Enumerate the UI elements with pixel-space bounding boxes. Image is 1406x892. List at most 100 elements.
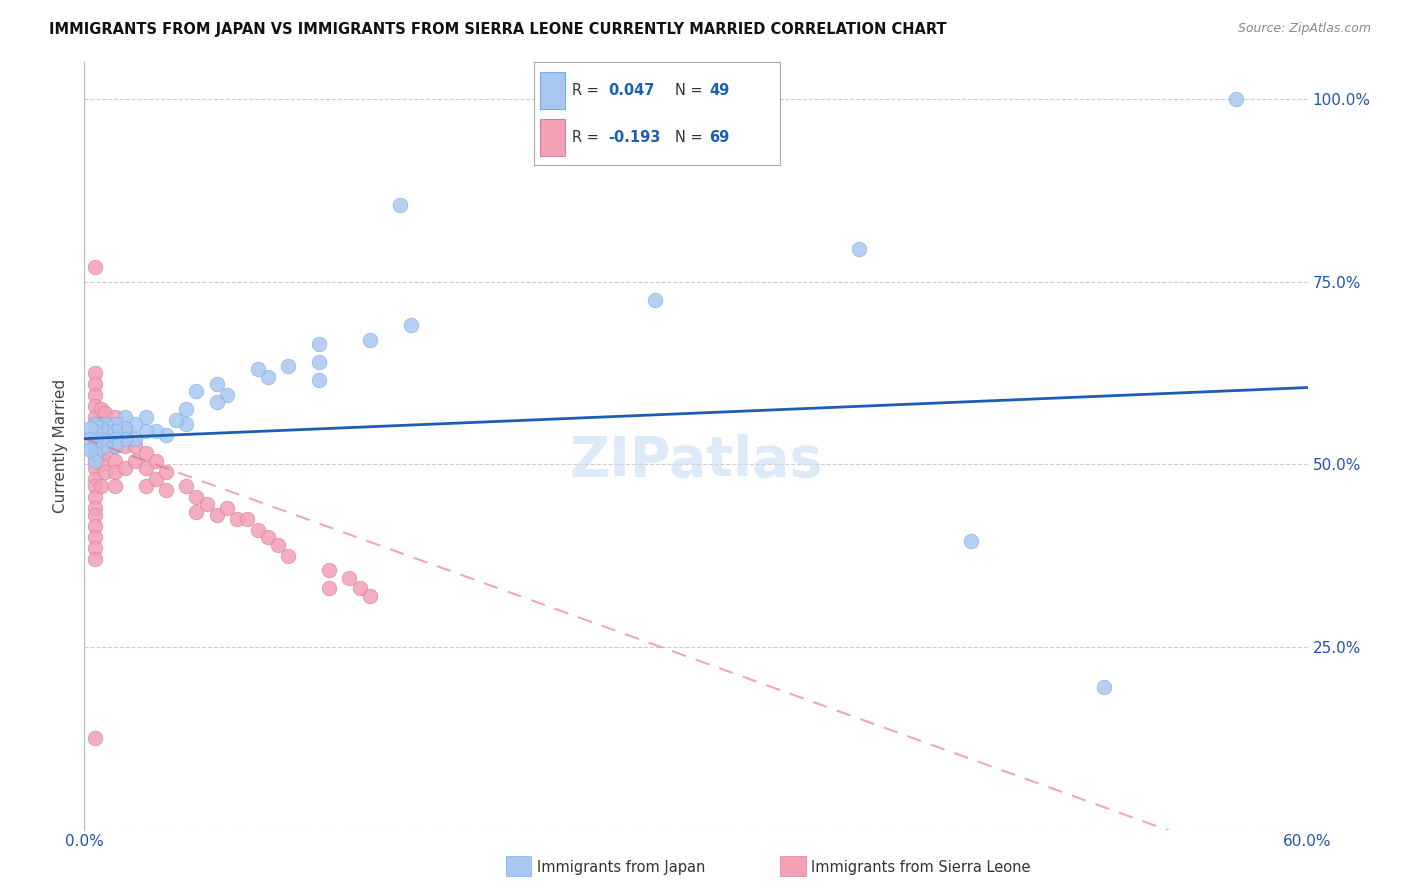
Point [217,501,239,516]
Point [114,432,136,446]
Point [104,479,127,493]
Point [257,530,280,544]
Point [124,417,146,431]
Text: Immigrants from Sierra Leone: Immigrants from Sierra Leone [811,860,1031,874]
Point [104,425,127,439]
Point [359,333,381,347]
Point [83,376,105,391]
Point [83,432,105,446]
Point [93,425,115,439]
Point [93,446,115,460]
Point [195,498,218,512]
Point [83,552,105,566]
Point [339,570,361,584]
Point [277,549,299,563]
Point [114,461,136,475]
Point [104,425,127,439]
Point [349,582,371,596]
Text: N =: N = [675,130,707,145]
Point [93,432,115,446]
Text: Source: ZipAtlas.com: Source: ZipAtlas.com [1237,22,1371,36]
Text: 49: 49 [709,83,730,97]
Point [104,439,127,453]
Point [83,461,105,475]
Text: -0.193: -0.193 [607,130,661,145]
Point [359,589,381,603]
Point [93,465,115,479]
Point [104,432,127,446]
Point [205,395,228,409]
Point [174,417,197,431]
Y-axis label: Currently Married: Currently Married [53,379,69,513]
Point [83,399,105,413]
Point [135,409,157,424]
Point [93,417,115,431]
Point [246,362,269,376]
Point [308,336,330,351]
Point [135,461,157,475]
Point [135,425,157,439]
Point [257,369,280,384]
Text: ZIPatlas: ZIPatlas [569,434,823,488]
Point [79,421,101,435]
Point [83,453,105,467]
Point [83,409,105,424]
Point [186,505,208,519]
Point [174,402,197,417]
Point [155,465,177,479]
Point [83,541,105,556]
Point [104,453,127,467]
Point [90,421,112,435]
Point [93,432,115,446]
Point [93,417,115,431]
Text: R =: R = [572,130,605,145]
Point [205,508,228,523]
Point [83,530,105,544]
Point [308,373,330,387]
Point [145,472,167,486]
Point [83,519,105,533]
Point [114,409,136,424]
Point [135,479,157,493]
Point [644,293,666,307]
Point [83,425,105,439]
Point [83,731,105,746]
Text: 0.047: 0.047 [607,83,654,97]
Point [104,439,127,453]
Point [848,242,870,256]
Point [114,425,136,439]
Point [93,406,115,420]
Point [83,260,105,274]
Point [83,490,105,504]
Point [79,432,101,446]
Text: R =: R = [572,83,605,97]
Point [124,453,146,467]
Point [83,366,105,380]
Text: IMMIGRANTS FROM JAPAN VS IMMIGRANTS FROM SIERRA LEONE CURRENTLY MARRIED CORRELAT: IMMIGRANTS FROM JAPAN VS IMMIGRANTS FROM… [49,22,946,37]
Point [90,446,112,460]
Point [399,318,422,333]
Point [236,512,259,526]
Point [114,421,136,435]
FancyBboxPatch shape [540,71,565,109]
Point [90,457,112,471]
Point [90,479,112,493]
Point [83,439,105,453]
Point [79,442,101,457]
Point [124,439,146,453]
Point [90,432,112,446]
Point [389,198,412,212]
Point [318,563,340,577]
Point [83,446,105,460]
Point [83,432,105,446]
Point [226,512,249,526]
Point [1092,680,1115,694]
Point [186,384,208,399]
Point [1225,92,1247,106]
Point [90,417,112,431]
Point [83,388,105,402]
Point [83,501,105,516]
Point [83,439,105,453]
Point [186,490,208,504]
Point [124,432,146,446]
